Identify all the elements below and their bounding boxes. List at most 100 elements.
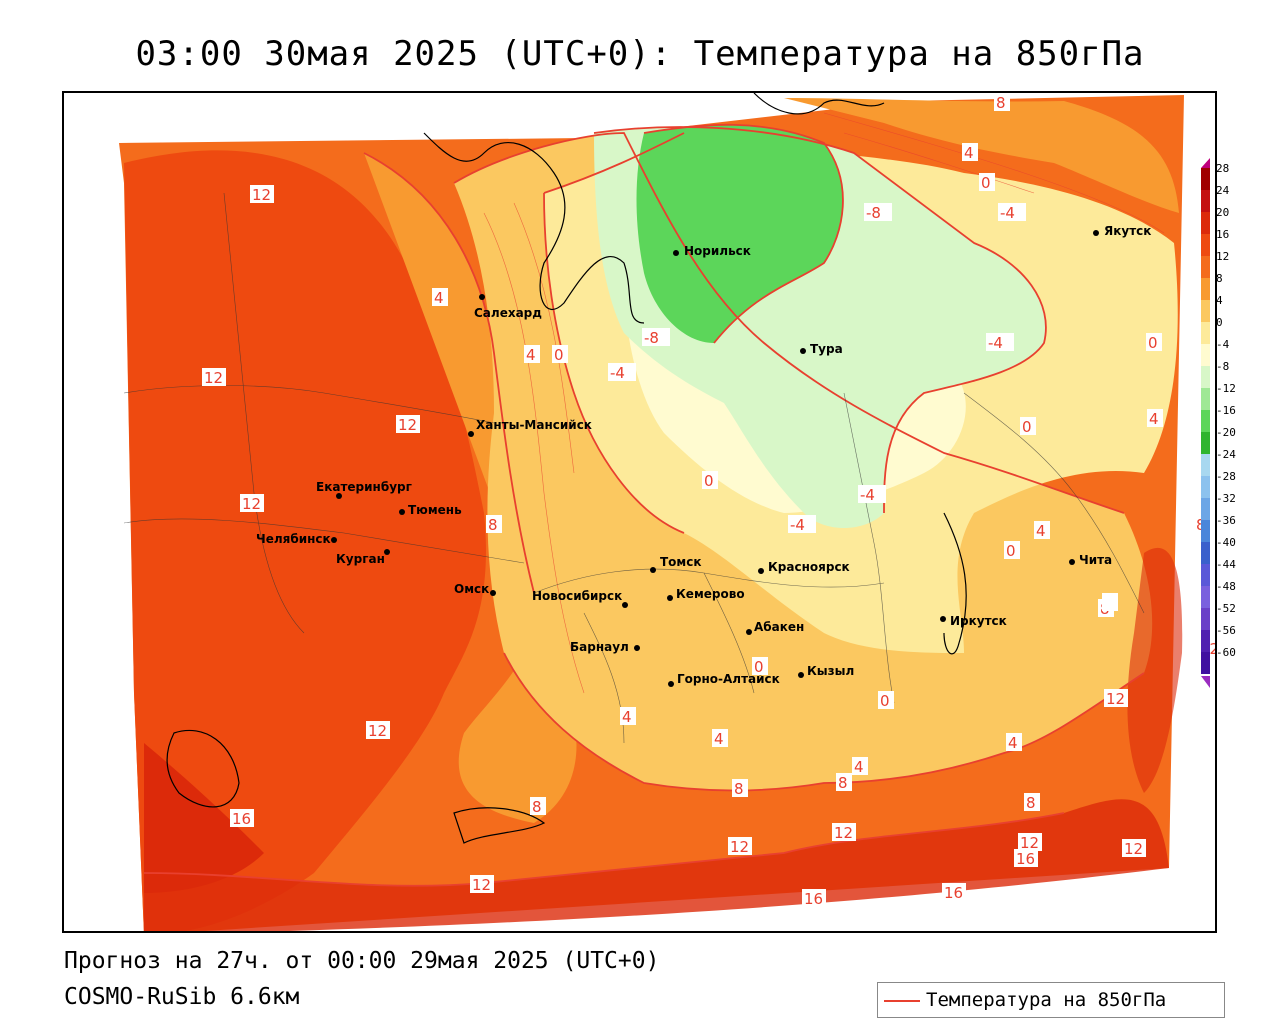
city-dot bbox=[622, 602, 628, 608]
city-label-omsk: Омск bbox=[454, 582, 489, 596]
iso-label: 4 bbox=[854, 758, 864, 776]
city-label-ekaterinburg: Екатеринбург bbox=[316, 480, 412, 494]
city-dot bbox=[331, 537, 337, 543]
city-label-novosibirsk: Новосибирск bbox=[532, 589, 622, 603]
city-label-salekhard: Салехард bbox=[474, 306, 542, 320]
scale-swatch bbox=[1201, 322, 1210, 344]
city-label-norilsk: Норильск bbox=[684, 244, 751, 258]
iso-label: 12 bbox=[204, 369, 223, 387]
iso-label: 12 bbox=[1124, 840, 1143, 858]
city-markers: Норильск Салехард Тура Якутск Ханты-Манс… bbox=[256, 224, 1151, 687]
isotherm-value-labels: 8 4 0 -4 -8 -8 -4 -4 0 4 0 4 4 0 0 -4 -4… bbox=[202, 93, 1215, 908]
iso-label: 0 bbox=[1006, 542, 1016, 560]
city-dot bbox=[758, 568, 764, 574]
city-label-krasnoyarsk: Красноярск bbox=[768, 560, 850, 574]
iso-label: -4 bbox=[1000, 204, 1015, 222]
city-dot bbox=[490, 590, 496, 596]
scale-swatch bbox=[1201, 344, 1210, 366]
city-label-kemerovo: Кемерово bbox=[676, 587, 745, 601]
scale-swatch bbox=[1201, 586, 1210, 608]
iso-label: 0 bbox=[1148, 334, 1158, 352]
iso-label: 12 bbox=[730, 838, 749, 856]
iso-label: -4 bbox=[860, 486, 875, 504]
scale-swatch bbox=[1201, 366, 1210, 388]
map-title: 03:00 30мая 2025 (UTC+0): Температура на… bbox=[135, 34, 1145, 74]
city-dot bbox=[668, 681, 674, 687]
iso-label: 8 bbox=[838, 774, 848, 792]
iso-label: 8 bbox=[532, 798, 542, 816]
city-label-khanty: Ханты-Мансийск bbox=[476, 418, 592, 432]
city-label-abakan: Абакен bbox=[754, 620, 804, 634]
scale-swatch bbox=[1201, 256, 1210, 278]
city-label-tomsk: Томск bbox=[660, 555, 702, 569]
scale-label: -56 bbox=[1216, 624, 1236, 637]
scale-swatch bbox=[1201, 630, 1210, 652]
city-dot bbox=[399, 509, 405, 515]
scale-swatch bbox=[1201, 520, 1210, 542]
admin-borders bbox=[123, 192, 1145, 744]
iso-label: 16 bbox=[944, 884, 963, 902]
scale-swatch bbox=[1201, 300, 1210, 322]
map-legend: Температура на 850гПа bbox=[877, 982, 1225, 1018]
city-label-yakutsk: Якутск bbox=[1104, 224, 1151, 238]
scale-label: -8 bbox=[1216, 360, 1229, 373]
forecast-info: Прогноз на 27ч. от 00:00 29мая 2025 (UTC… bbox=[64, 948, 660, 974]
scale-label: 4 bbox=[1216, 294, 1223, 307]
scale-label: -20 bbox=[1216, 426, 1236, 439]
city-label-kyzyl: Кызыл bbox=[807, 664, 854, 678]
city-dot bbox=[800, 348, 806, 354]
scale-label: -40 bbox=[1216, 536, 1236, 549]
city-dot bbox=[650, 567, 656, 573]
scale-swatch bbox=[1201, 278, 1210, 300]
iso-label: 8 bbox=[734, 780, 744, 798]
scale-top-arrow bbox=[1201, 158, 1210, 168]
scale-swatch bbox=[1201, 542, 1210, 564]
city-label-kurgan: Курган bbox=[336, 552, 385, 566]
scale-swatch bbox=[1201, 190, 1210, 212]
iso-label: 12 bbox=[368, 722, 387, 740]
iso-label: 12 bbox=[242, 495, 261, 513]
legend-label: Температура на 850гПа bbox=[926, 989, 1167, 1011]
scale-label: 28 bbox=[1216, 162, 1229, 175]
iso-label: -4 bbox=[988, 334, 1003, 352]
legend-line-swatch bbox=[884, 1000, 920, 1002]
iso-label: 12 bbox=[398, 416, 417, 434]
iso-label: 0 bbox=[754, 658, 764, 676]
city-label-barnaul: Барнаул bbox=[570, 640, 629, 654]
iso-label: 8 bbox=[1026, 794, 1036, 812]
city-dot bbox=[673, 250, 679, 256]
scale-swatch bbox=[1201, 432, 1210, 454]
city-dot bbox=[940, 616, 946, 622]
city-dot bbox=[798, 672, 804, 678]
scale-label: -36 bbox=[1216, 514, 1236, 527]
city-label-tyumen: Тюмень bbox=[408, 503, 462, 517]
scale-swatch bbox=[1201, 410, 1210, 432]
scale-label: -28 bbox=[1216, 470, 1236, 483]
scale-label: 16 bbox=[1216, 228, 1229, 241]
city-dot bbox=[1093, 230, 1099, 236]
scale-label: 20 bbox=[1216, 206, 1229, 219]
iso-label: 4 bbox=[526, 346, 536, 364]
scale-label: 0 bbox=[1216, 316, 1223, 329]
scale-swatch bbox=[1201, 388, 1210, 410]
scale-label: 8 bbox=[1216, 272, 1223, 285]
iso-label: 8 bbox=[1196, 516, 1206, 534]
city-dot bbox=[336, 493, 342, 499]
isotherm-lines bbox=[143, 123, 1145, 887]
scale-label: -24 bbox=[1216, 448, 1236, 461]
iso-label: 16 bbox=[804, 890, 823, 908]
iso-label: -4 bbox=[790, 516, 805, 534]
iso-label: 4 bbox=[1149, 410, 1159, 428]
iso-label: -8 bbox=[644, 329, 659, 347]
scale-swatch bbox=[1201, 608, 1210, 630]
city-label-chelyabinsk: Челябинск bbox=[256, 532, 331, 546]
iso-label: 4 bbox=[434, 289, 444, 307]
model-name: COSMO-RuSib 6.6км bbox=[64, 984, 300, 1010]
iso-label: 16 bbox=[232, 810, 251, 828]
iso-label: 4 bbox=[1008, 734, 1018, 752]
iso-label: 8 bbox=[996, 94, 1006, 112]
scale-bottom-arrow bbox=[1201, 676, 1210, 688]
temperature-map: Норильск Салехард Тура Якутск Ханты-Манс… bbox=[62, 91, 1217, 933]
iso-label: 0 bbox=[704, 472, 714, 490]
scale-label: -16 bbox=[1216, 404, 1236, 417]
